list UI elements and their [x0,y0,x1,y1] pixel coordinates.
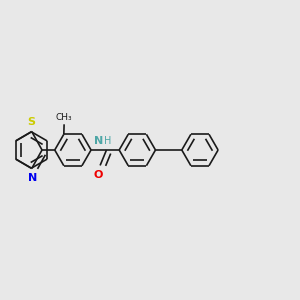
Text: S: S [28,117,36,127]
Text: O: O [93,170,103,180]
Text: N: N [94,136,104,146]
Text: N: N [28,173,38,183]
Text: CH₃: CH₃ [56,113,72,122]
Text: H: H [104,136,111,146]
